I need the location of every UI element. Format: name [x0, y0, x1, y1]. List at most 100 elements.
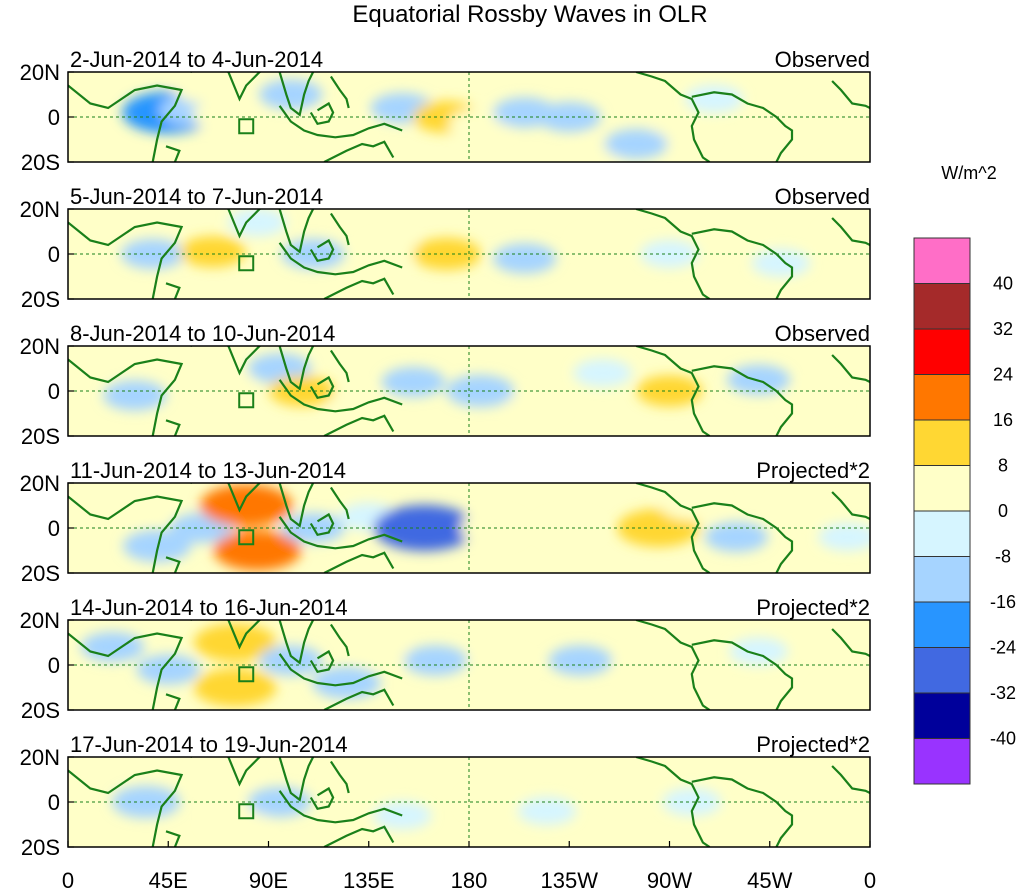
panel-type-label: Observed — [775, 47, 870, 72]
anomaly-field — [103, 353, 844, 419]
coastlines — [68, 483, 870, 573]
y-tick-label: 20S — [21, 835, 60, 860]
map-panel: 20N 0 20S 11-Jun-2014 to 13-Jun-2014 Project… — [20, 458, 871, 586]
anomaly-blob — [328, 390, 387, 419]
y-tick-label: 20N — [20, 745, 60, 770]
coastline — [329, 760, 350, 794]
panel-type-label: Projected*2 — [756, 732, 870, 757]
panel-date-range: 8-Jun-2014 to 10-Jun-2014 — [70, 321, 335, 346]
x-tick-label: 90E — [249, 868, 288, 890]
anomaly-blob — [704, 522, 768, 552]
coastline — [831, 217, 870, 246]
coastline — [190, 483, 263, 513]
y-tick-label: 0 — [48, 790, 60, 815]
anomaly-blob — [660, 490, 724, 521]
anomaly-blob — [259, 645, 323, 676]
coastline — [278, 242, 403, 276]
anomaly-blob — [785, 388, 844, 417]
coastline — [68, 769, 184, 847]
region-box — [238, 255, 255, 272]
panel-date-range: 14-Jun-2014 to 16-Jun-2014 — [70, 595, 348, 620]
coastline — [278, 620, 315, 665]
anomaly-field — [111, 760, 866, 843]
anomaly-blob — [517, 797, 577, 825]
anomaly-blob — [749, 115, 813, 146]
coastline — [309, 101, 335, 126]
coastline — [165, 145, 181, 162]
colorbar-level-label: -16 — [990, 592, 1016, 612]
anomaly-blob — [381, 367, 445, 397]
coastline — [831, 354, 870, 383]
colorbar-level-label: -40 — [990, 729, 1016, 749]
anomaly-blob — [574, 229, 631, 257]
coastline — [309, 238, 335, 263]
anomaly-blob — [773, 491, 833, 520]
coastline — [165, 556, 181, 573]
x-tick-label: 135E — [343, 868, 394, 890]
region-box — [238, 118, 255, 135]
y-tick-label: 0 — [48, 516, 60, 541]
coastline — [831, 628, 870, 657]
anomaly-blob — [459, 513, 523, 543]
colorbar-swatch — [913, 283, 971, 330]
anomaly-blob — [174, 77, 229, 103]
coastline — [68, 495, 184, 573]
map-panel: 20N 0 20S 14-Jun-2014 to 16-Jun-2014 Project… — [20, 595, 871, 723]
anomaly-blob — [540, 514, 599, 542]
coastline — [329, 486, 350, 520]
anomaly-blob — [213, 530, 301, 571]
colorbar-swatch — [913, 601, 971, 648]
anomaly-blob — [103, 380, 167, 411]
anomaly-blob — [729, 637, 788, 666]
panel-date-range: 2-Jun-2014 to 4-Jun-2014 — [70, 47, 323, 72]
anomaly-blob — [615, 650, 679, 680]
anomaly-blob — [604, 129, 668, 159]
anomaly-blob — [684, 85, 744, 113]
coastline — [309, 649, 335, 674]
coastline — [309, 512, 335, 537]
panel-type-label: Projected*2 — [756, 458, 870, 483]
coastline — [190, 346, 263, 376]
anomaly-blob — [192, 99, 256, 130]
colorbar-level-label: -32 — [990, 683, 1016, 703]
y-tick-label: 20N — [20, 608, 60, 633]
colorbar: 40 32 24 16 8 0 -8 -16 -24 -32 -40 — [913, 237, 1016, 785]
panels-group: 20N 0 20S 2-Jun-2014 to 4-Jun-2014 Observed 2… — [20, 47, 871, 860]
anomaly-blob — [662, 788, 721, 816]
coastline — [323, 140, 395, 162]
y-tick-label: 20S — [21, 561, 60, 586]
x-tick-label: 45W — [747, 868, 792, 890]
anomaly-blob — [351, 638, 408, 665]
y-tick-label: 0 — [48, 242, 60, 267]
x-tick-label: 0 — [864, 868, 876, 890]
region-box — [238, 666, 255, 683]
x-tick-label: 135W — [541, 868, 599, 890]
anomaly-blob — [361, 235, 421, 264]
coastline — [278, 379, 403, 413]
anomaly-blob — [200, 484, 293, 527]
map-panel: 20N 0 20S 8-Jun-2014 to 10-Jun-2014 Observed — [20, 321, 871, 449]
coastline — [831, 765, 870, 794]
coastline — [190, 209, 263, 239]
colorbar-swatch — [913, 419, 971, 466]
coastline — [309, 786, 335, 811]
anomaly-blob — [493, 243, 557, 274]
coastline — [165, 419, 181, 436]
coastline — [635, 483, 711, 573]
coastline — [278, 653, 403, 687]
coastline — [68, 358, 184, 436]
coastline — [323, 688, 395, 710]
panel-date-range: 11-Jun-2014 to 13-Jun-2014 — [70, 458, 346, 483]
anomaly-blob — [548, 645, 612, 676]
anomaly-blob — [595, 779, 655, 807]
anomaly-blob — [180, 236, 246, 268]
y-tick-label: 20S — [21, 698, 60, 723]
coastline — [190, 620, 263, 650]
y-tick-label: 20N — [20, 60, 60, 85]
colorbar-level-label: 40 — [993, 274, 1013, 294]
coastline — [329, 75, 350, 109]
panel-type-label: Observed — [775, 184, 870, 209]
anomaly-blob — [537, 102, 601, 132]
y-tick-label: 20S — [21, 287, 60, 312]
